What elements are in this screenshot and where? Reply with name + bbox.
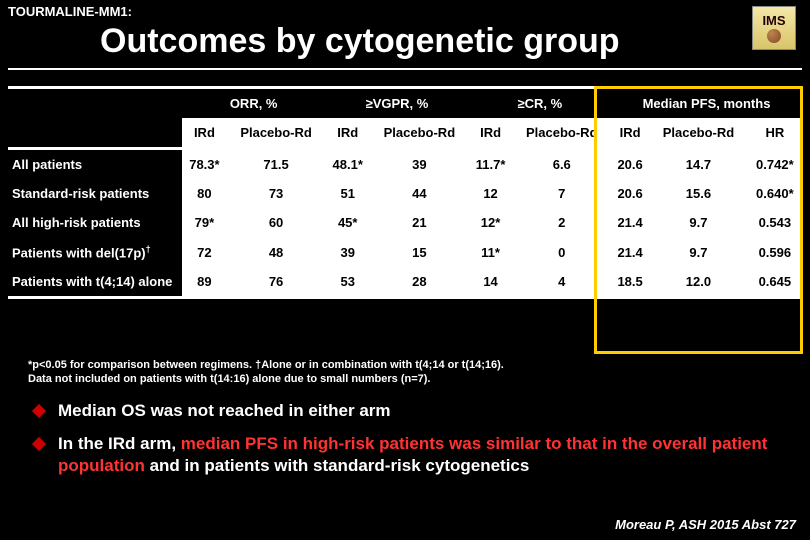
- cell: 0.742*: [748, 150, 802, 179]
- cell: 0.645: [748, 267, 802, 296]
- cell: 20.6: [611, 150, 649, 179]
- row-label: Patients with t(4;14) alone: [8, 267, 182, 296]
- subhead: Placebo-Rd: [370, 118, 468, 147]
- ims-logo: IMS: [752, 6, 796, 50]
- cell: 6.6: [513, 150, 611, 179]
- cell: 51: [325, 179, 370, 208]
- cell: 15: [370, 237, 468, 267]
- citation: Moreau P, ASH 2015 Abst 727: [615, 517, 796, 532]
- col-group-orr: ORR, %: [182, 89, 325, 118]
- cell: 11*: [469, 237, 513, 267]
- footnote: *p<0.05 for comparison between regimens.…: [28, 358, 790, 387]
- outcomes-table: ORR, % ≥VGPR, % ≥CR, % Median PFS, month…: [8, 89, 802, 296]
- cell: 80: [182, 179, 227, 208]
- cell: 18.5: [611, 267, 649, 296]
- logo-icon: [767, 29, 781, 43]
- cell: 0.543: [748, 208, 802, 237]
- table-row: Patients with t(4;14) alone8976532814418…: [8, 267, 802, 296]
- subhead: IRd: [611, 118, 649, 147]
- cell: 9.7: [649, 237, 747, 267]
- footnote-line1: *p<0.05 for comparison between regimens.…: [28, 359, 504, 371]
- cell: 39: [325, 237, 370, 267]
- cell: 11.7*: [469, 150, 513, 179]
- subhead: HR: [748, 118, 802, 147]
- cell: 0.640*: [748, 179, 802, 208]
- cell: 9.7: [649, 208, 747, 237]
- bullet-item: In the IRd arm, median PFS in high-risk …: [34, 433, 790, 476]
- subhead: Placebo-Rd: [649, 118, 747, 147]
- cell: 79*: [182, 208, 227, 237]
- col-group-vgpr: ≥VGPR, %: [325, 89, 468, 118]
- cell: 4: [513, 267, 611, 296]
- bullet-text: Median OS was not reached in either arm: [58, 400, 790, 421]
- footnote-line2: Data not included on patients with t(14:…: [28, 373, 430, 385]
- outcomes-table-wrap: ORR, % ≥VGPR, % ≥CR, % Median PFS, month…: [8, 86, 802, 299]
- subhead: Placebo-Rd: [513, 118, 611, 147]
- cell: 21.4: [611, 237, 649, 267]
- study-label: TOURMALINE-MM1:: [8, 4, 132, 19]
- cell: 12: [469, 179, 513, 208]
- cell: 20.6: [611, 179, 649, 208]
- col-group-pfs: Median PFS, months: [611, 89, 802, 118]
- cell: 76: [227, 267, 325, 296]
- row-label: Standard-risk patients: [8, 179, 182, 208]
- bullet-text-pre: In the IRd arm,: [58, 434, 181, 453]
- row-label: Patients with del(17p)†: [8, 237, 182, 267]
- subhead: Placebo-Rd: [227, 118, 325, 147]
- title-rule: [8, 68, 802, 70]
- cell: 73: [227, 179, 325, 208]
- cell: 12*: [469, 208, 513, 237]
- group-header-row: ORR, % ≥VGPR, % ≥CR, % Median PFS, month…: [8, 89, 802, 118]
- cell: 78.3*: [182, 150, 227, 179]
- table-row: All patients78.3*71.548.1*3911.7*6.620.6…: [8, 150, 802, 179]
- cell: 14.7: [649, 150, 747, 179]
- row-label: All patients: [8, 150, 182, 179]
- cell: 12.0: [649, 267, 747, 296]
- bullet-text: In the IRd arm, median PFS in high-risk …: [58, 433, 790, 476]
- cell: 60: [227, 208, 325, 237]
- subhead: IRd: [469, 118, 513, 147]
- row-label: All high-risk patients: [8, 208, 182, 237]
- cell: 14: [469, 267, 513, 296]
- cell: 72: [182, 237, 227, 267]
- bullet-list: Median OS was not reached in either arm …: [34, 400, 790, 488]
- cell: 71.5: [227, 150, 325, 179]
- table-rule-bottom: [8, 296, 802, 299]
- cell: 53: [325, 267, 370, 296]
- cell: 39: [370, 150, 468, 179]
- table-row: All high-risk patients79*6045*2112*221.4…: [8, 208, 802, 237]
- cell: 2: [513, 208, 611, 237]
- col-group-cr: ≥CR, %: [469, 89, 611, 118]
- bullet-icon: [32, 404, 46, 418]
- table-row: Patients with del(17p)†7248391511*021.49…: [8, 237, 802, 267]
- cell: 45*: [325, 208, 370, 237]
- cell: 7: [513, 179, 611, 208]
- cell: 15.6: [649, 179, 747, 208]
- cell: 28: [370, 267, 468, 296]
- logo-text: IMS: [762, 13, 785, 28]
- bullet-text-post: and in patients with standard-risk cytog…: [145, 456, 529, 475]
- cell: 21: [370, 208, 468, 237]
- cell: 44: [370, 179, 468, 208]
- cell: 0: [513, 237, 611, 267]
- page-title: Outcomes by cytogenetic group: [100, 22, 620, 61]
- subhead: IRd: [182, 118, 227, 147]
- cell: 89: [182, 267, 227, 296]
- subhead: IRd: [325, 118, 370, 147]
- bullet-icon: [32, 437, 46, 451]
- cell: 48.1*: [325, 150, 370, 179]
- cell: 0.596: [748, 237, 802, 267]
- cell: 48: [227, 237, 325, 267]
- bullet-item: Median OS was not reached in either arm: [34, 400, 790, 421]
- cell: 21.4: [611, 208, 649, 237]
- sub-header-row: IRd Placebo-Rd IRd Placebo-Rd IRd Placeb…: [8, 118, 802, 147]
- table-row: Standard-risk patients8073514412720.615.…: [8, 179, 802, 208]
